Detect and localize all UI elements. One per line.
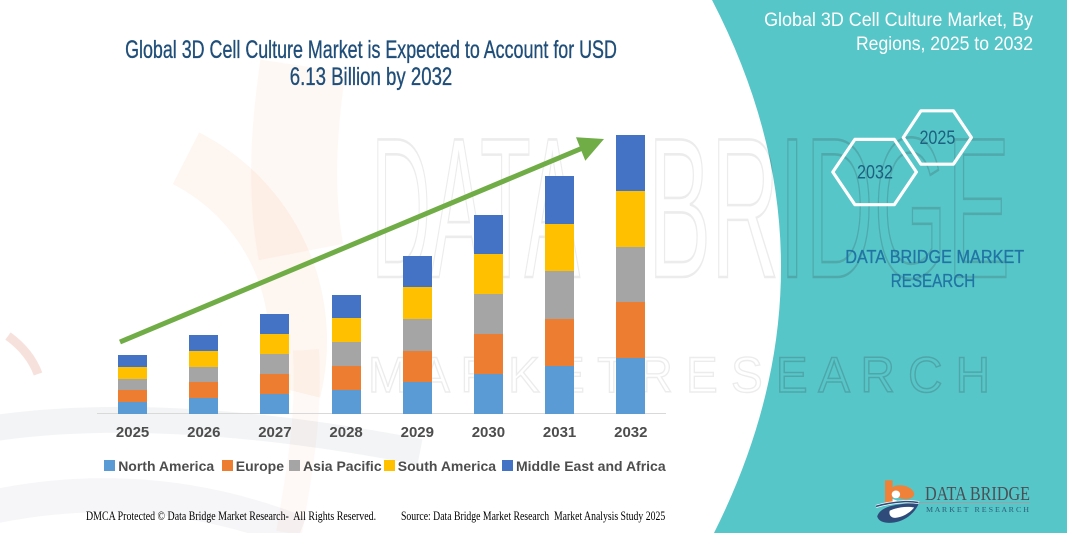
svg-text:2025: 2025 <box>919 127 955 149</box>
svg-text:2032: 2032 <box>857 161 893 183</box>
svg-text:M A R K E T R E S E A R C H: M A R K E T R E S E A R C H <box>926 506 1029 514</box>
svg-text:DATA BRIDGE: DATA BRIDGE <box>925 483 1030 505</box>
svg-text:BRIDGE: BRIDGE <box>648 97 1010 320</box>
svg-text:M A R K E T R E S E A R C H: M A R K E T R E S E A R C H <box>368 347 990 403</box>
